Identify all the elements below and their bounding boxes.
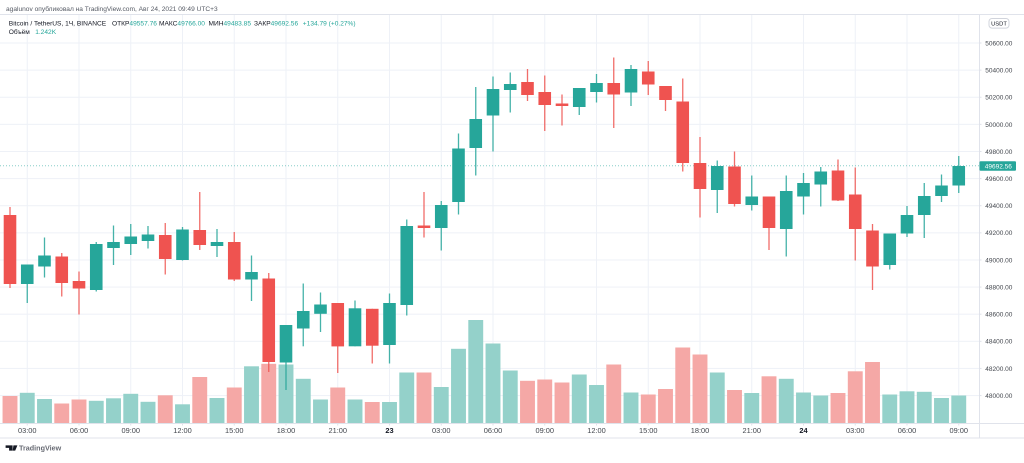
svg-text:48000.00: 48000.00 — [985, 393, 1012, 400]
svg-text:18:00: 18:00 — [691, 426, 710, 435]
svg-text:50200.00: 50200.00 — [985, 95, 1012, 102]
svg-text:МАКС49766.00: МАКС49766.00 — [159, 21, 205, 28]
svg-text:49600.00: 49600.00 — [985, 176, 1012, 183]
svg-text:50000.00: 50000.00 — [985, 122, 1012, 129]
svg-text:48600.00: 48600.00 — [985, 312, 1012, 319]
svg-text:49200.00: 49200.00 — [985, 230, 1012, 237]
svg-text:50600.00: 50600.00 — [985, 40, 1012, 47]
svg-text:23: 23 — [385, 426, 393, 435]
svg-text:agalunov опубликовал на Tradin: agalunov опубликовал на TradingView.com,… — [6, 5, 218, 13]
svg-text:+134.79 (+0.27%): +134.79 (+0.27%) — [303, 21, 356, 28]
svg-text:50400.00: 50400.00 — [985, 68, 1012, 75]
svg-text:ЗАКР49692.56: ЗАКР49692.56 — [254, 21, 298, 28]
svg-text:МИН49483.85: МИН49483.85 — [209, 21, 252, 28]
svg-text:Bitcoin / TetherUS, 1Ч, BINANC: Bitcoin / TetherUS, 1Ч, BINANCE — [9, 21, 107, 28]
svg-text:09:00: 09:00 — [536, 426, 555, 435]
svg-text:15:00: 15:00 — [639, 426, 658, 435]
svg-text:48200.00: 48200.00 — [985, 366, 1012, 373]
svg-text:49000.00: 49000.00 — [985, 257, 1012, 264]
svg-text:06:00: 06:00 — [484, 426, 503, 435]
svg-text:06:00: 06:00 — [898, 426, 917, 435]
svg-text:09:00: 09:00 — [950, 426, 969, 435]
svg-text:21:00: 21:00 — [329, 426, 348, 435]
svg-text:TradingView: TradingView — [19, 444, 62, 453]
svg-text:Объём: Объём — [9, 28, 30, 36]
svg-text:03:00: 03:00 — [846, 426, 865, 435]
svg-text:49800.00: 49800.00 — [985, 149, 1012, 156]
svg-text:18:00: 18:00 — [277, 426, 296, 435]
svg-text:49400.00: 49400.00 — [985, 203, 1012, 210]
svg-text:USDT: USDT — [991, 22, 1007, 28]
svg-text:03:00: 03:00 — [18, 426, 37, 435]
svg-text:06:00: 06:00 — [70, 426, 89, 435]
svg-text:03:00: 03:00 — [432, 426, 451, 435]
svg-text:12:00: 12:00 — [587, 426, 606, 435]
svg-text:09:00: 09:00 — [122, 426, 141, 435]
svg-text:1.242K: 1.242K — [35, 29, 57, 36]
svg-text:12:00: 12:00 — [173, 426, 192, 435]
svg-text:15:00: 15:00 — [225, 426, 244, 435]
svg-text:ОТКР49557.76: ОТКР49557.76 — [112, 21, 157, 28]
svg-text:21:00: 21:00 — [743, 426, 762, 435]
svg-text:48800.00: 48800.00 — [985, 284, 1012, 291]
svg-text:49692.56: 49692.56 — [985, 163, 1012, 170]
svg-text:24: 24 — [799, 426, 808, 435]
svg-text:48400.00: 48400.00 — [985, 339, 1012, 346]
